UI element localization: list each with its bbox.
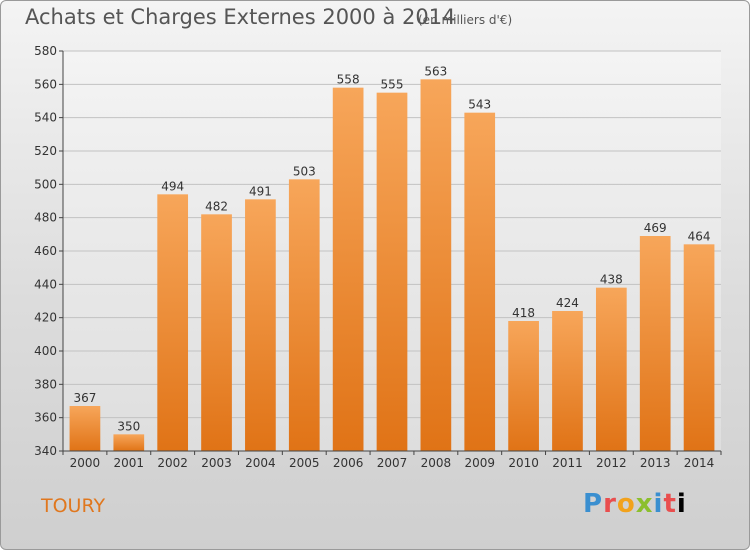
bar-2007 [376,92,408,452]
logo-letter: P [583,489,604,519]
data-label-2006: 558 [337,73,360,87]
data-label-2007: 555 [381,78,404,92]
data-labels: 367 350 494 482 491 503 558 555 563 543 418 424 438 4… [73,64,710,433]
x-tick-label: 2011 [552,456,583,470]
data-label-2009: 543 [468,98,491,112]
x-tick-label: 2009 [464,456,495,470]
bar-2011 [552,311,583,451]
proxiti-logo: Proxiti [583,489,687,519]
y-tick-label: 580 [34,44,57,58]
data-label-2004: 491 [249,184,272,198]
bar-2003 [201,214,232,451]
logo-letter: o [616,489,636,519]
y-tick-label: 420 [34,311,57,325]
data-label-2005: 503 [293,164,316,178]
logo-letter: t [663,489,677,519]
logo-letter: i [653,489,664,519]
x-tick-label: 2005 [289,456,320,470]
x-axis-ticks: 2000 2001 2002 2003 2004 2005 2006 2007 2008 2009… [62,451,722,470]
bar-2012 [595,287,627,451]
bar-2005 [288,179,320,452]
x-tick-label: 2000 [70,456,101,470]
x-tick-label: 2004 [245,456,276,470]
bar-2013 [639,236,671,451]
y-tick-label: 500 [34,177,57,191]
bar-2010 [508,321,539,451]
chart-subtitle: (en milliers d'€) [418,13,513,27]
y-tick-label: 460 [34,244,57,258]
x-tick-label: 2001 [114,456,145,470]
y-axis-ticks: 340 360 380 400 420 440 460 480 500 520 540 560 580 [34,44,63,458]
data-label-2003: 482 [205,199,228,213]
y-tick-label: 400 [34,344,57,358]
bar-2000 [69,406,101,451]
y-tick-label: 540 [34,111,57,125]
data-label-2013: 469 [644,221,667,235]
y-tick-label: 440 [34,277,57,291]
logo-letter: i [676,489,687,519]
data-label-2014: 464 [688,229,711,243]
x-tick-label: 2010 [508,456,539,470]
x-tick-label: 2013 [640,456,671,470]
bar-2014 [683,244,715,451]
data-label-2011: 424 [556,296,579,310]
y-tick-label: 480 [34,211,57,225]
x-tick-label: 2012 [596,456,627,470]
y-tick-label: 340 [34,444,57,458]
bar-2009 [464,112,496,452]
y-tick-label: 380 [34,377,57,391]
y-tick-label: 360 [34,411,57,425]
x-tick-label: 2002 [157,456,188,470]
data-label-2012: 438 [600,273,623,287]
x-tick-label: 2014 [684,456,715,470]
x-tick-label: 2003 [201,456,232,470]
bars [69,79,715,452]
chart-title: Achats et Charges Externes 2000 à 2014 [25,5,456,29]
data-label-2010: 418 [512,306,535,320]
data-label-2008: 563 [424,64,447,78]
data-label-2001: 350 [117,419,140,433]
x-tick-label: 2006 [333,456,364,470]
logo-letter: r [603,489,617,519]
x-tick-label: 2007 [377,456,408,470]
bar-2008 [420,79,452,451]
y-tick-label: 560 [34,77,57,91]
town-name: TOURY [41,495,106,517]
data-label-2002: 494 [161,179,184,193]
data-label-2000: 367 [73,391,96,405]
logo-letter: x [635,489,654,519]
x-tick-label: 2008 [421,456,452,470]
bar-2006 [332,87,364,452]
bar-2004 [245,199,276,451]
y-tick-label: 520 [34,144,57,158]
bar-2002 [157,194,189,452]
bar-2001 [113,434,145,451]
